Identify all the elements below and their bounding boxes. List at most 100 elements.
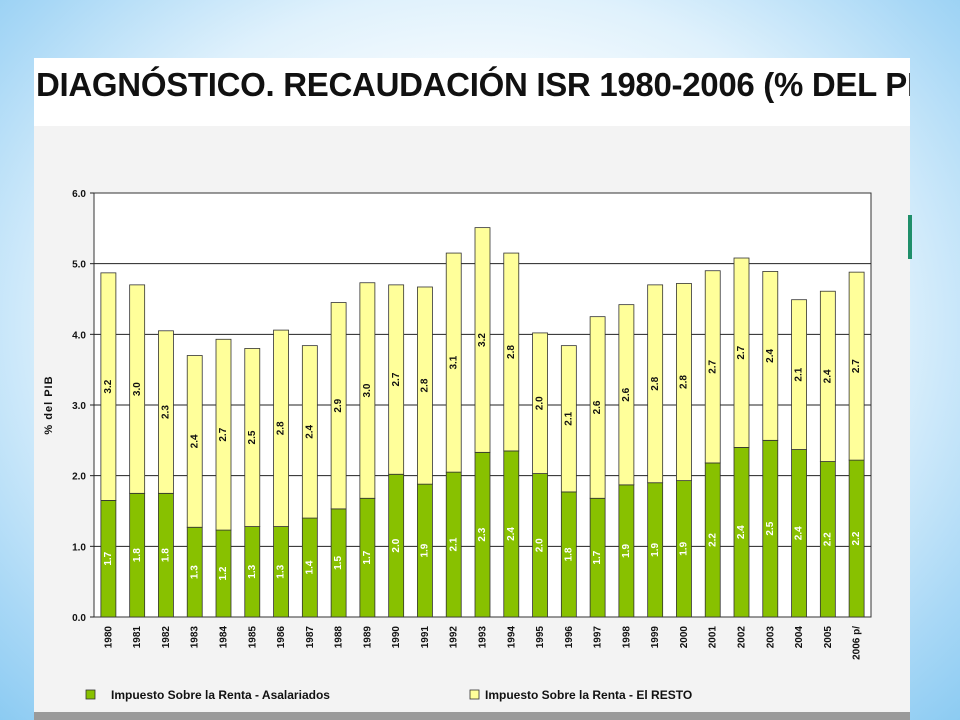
data-label-resto: 3.2 bbox=[103, 379, 114, 393]
data-label-asalariados: 1.7 bbox=[592, 550, 603, 564]
bar-resto bbox=[819, 290, 836, 462]
data-label-resto: 3.0 bbox=[362, 383, 373, 397]
data-label-resto: 2.7 bbox=[218, 427, 229, 441]
x-tick-label: 1985 bbox=[247, 626, 258, 649]
bar-resto bbox=[618, 304, 635, 486]
legend-label-asalariados: Impuesto Sobre la Renta - Asalariados bbox=[111, 688, 330, 702]
data-label-resto: 2.8 bbox=[276, 421, 287, 435]
y-tick-label: 5.0 bbox=[72, 260, 86, 271]
data-label-resto: 2.8 bbox=[506, 345, 517, 359]
data-label-resto: 2.6 bbox=[621, 387, 632, 401]
slide-frame: DIAGNÓSTICO. RECAUDACIÓN ISR 1980-2006 (… bbox=[34, 58, 910, 720]
y-tick-label: 0.0 bbox=[72, 613, 86, 624]
bar-resto bbox=[330, 302, 347, 510]
data-label-resto: 2.5 bbox=[247, 430, 258, 444]
data-label-resto: 2.4 bbox=[304, 424, 315, 438]
data-label-asalariados: 1.9 bbox=[420, 543, 431, 557]
data-label-resto: 2.0 bbox=[535, 396, 546, 410]
data-label-asalariados: 2.0 bbox=[391, 538, 402, 552]
data-label-asalariados: 1.9 bbox=[679, 541, 690, 555]
bar-resto bbox=[791, 299, 807, 450]
bar-resto bbox=[417, 286, 433, 485]
bar-resto bbox=[244, 348, 261, 527]
x-tick-label: 1994 bbox=[506, 626, 517, 649]
x-tick-label: 2003 bbox=[765, 626, 776, 649]
x-tick-label: 1993 bbox=[478, 626, 489, 649]
bar-resto bbox=[733, 257, 750, 448]
bar-resto bbox=[848, 271, 865, 461]
data-label-asalariados: 1.7 bbox=[362, 550, 373, 564]
x-tick-label: 1990 bbox=[391, 626, 402, 649]
data-label-resto: 2.8 bbox=[420, 378, 431, 392]
data-label-resto: 2.3 bbox=[161, 405, 172, 419]
bar-resto bbox=[301, 345, 318, 519]
x-tick-label: 1981 bbox=[132, 626, 143, 649]
data-label-asalariados: 2.4 bbox=[506, 527, 517, 541]
x-tick-label: 1980 bbox=[103, 626, 114, 649]
x-tick-label: 1989 bbox=[362, 626, 373, 649]
bar-resto bbox=[647, 284, 664, 484]
x-tick-label: 2002 bbox=[737, 626, 748, 649]
bar-resto bbox=[474, 227, 491, 453]
data-label-asalariados: 2.2 bbox=[707, 533, 718, 547]
x-tick-label: 1987 bbox=[305, 626, 316, 649]
x-tick-label: 2001 bbox=[708, 626, 719, 649]
bar-resto bbox=[445, 252, 462, 473]
data-label-asalariados: 1.8 bbox=[132, 548, 143, 562]
data-label-resto: 2.8 bbox=[679, 375, 690, 389]
data-label-resto: 2.7 bbox=[736, 345, 747, 359]
chart-title: DIAGNÓSTICO. RECAUDACIÓN ISR 1980-2006 (… bbox=[36, 66, 910, 103]
bar-resto bbox=[186, 355, 203, 528]
data-label-asalariados: 2.1 bbox=[448, 537, 459, 551]
y-tick-label: 3.0 bbox=[72, 401, 86, 412]
data-label-resto: 2.4 bbox=[765, 348, 776, 362]
decorative-mark bbox=[908, 215, 912, 259]
y-axis-label: % del PIB bbox=[43, 375, 55, 434]
y-tick-label: 2.0 bbox=[72, 472, 86, 483]
x-tick-label: 1983 bbox=[190, 626, 201, 649]
data-label-asalariados: 1.2 bbox=[218, 566, 229, 580]
data-label-resto: 2.4 bbox=[189, 434, 200, 448]
data-label-resto: 2.7 bbox=[391, 372, 402, 386]
x-tick-label: 1986 bbox=[276, 626, 287, 649]
legend-swatch-asalariados bbox=[85, 689, 96, 700]
y-tick-label: 4.0 bbox=[72, 330, 86, 341]
x-tick-label: 2006 p/ bbox=[852, 626, 863, 660]
bar-resto bbox=[503, 252, 520, 452]
data-label-asalariados: 2.2 bbox=[822, 532, 833, 546]
data-label-asalariados: 2.2 bbox=[851, 531, 862, 545]
bar-resto bbox=[676, 283, 692, 482]
data-label-asalariados: 1.5 bbox=[333, 556, 344, 570]
bar-resto bbox=[532, 332, 548, 474]
data-label-resto: 2.9 bbox=[333, 398, 344, 412]
x-tick-label: 1998 bbox=[621, 626, 632, 649]
x-tick-label: 1999 bbox=[650, 626, 661, 649]
bar-resto bbox=[158, 330, 174, 494]
data-label-resto: 3.1 bbox=[448, 355, 459, 369]
legend-swatch-resto bbox=[469, 689, 480, 700]
data-label-asalariados: 2.3 bbox=[477, 527, 488, 541]
data-label-resto: 2.4 bbox=[822, 369, 833, 383]
data-label-asalariados: 2.5 bbox=[765, 521, 776, 535]
x-tick-label: 1997 bbox=[593, 626, 604, 649]
x-tick-label: 1995 bbox=[535, 626, 546, 649]
data-label-resto: 2.1 bbox=[794, 367, 805, 381]
x-tick-label: 1992 bbox=[449, 626, 460, 649]
data-label-resto: 3.0 bbox=[132, 382, 143, 396]
data-label-asalariados: 2.4 bbox=[794, 526, 805, 540]
data-label-asalariados: 1.3 bbox=[189, 565, 200, 579]
data-label-resto: 2.8 bbox=[650, 376, 661, 390]
data-label-resto: 2.7 bbox=[707, 359, 718, 373]
bar-resto bbox=[273, 329, 289, 527]
data-label-asalariados: 1.8 bbox=[161, 548, 172, 562]
x-tick-label: 2005 bbox=[823, 626, 834, 649]
x-tick-label: 1982 bbox=[161, 626, 172, 649]
bar-resto bbox=[704, 270, 721, 464]
data-label-resto: 3.2 bbox=[477, 333, 488, 347]
data-label-asalariados: 1.9 bbox=[621, 544, 632, 558]
x-tick-label: 1991 bbox=[420, 626, 431, 649]
data-label-asalariados: 1.3 bbox=[247, 564, 258, 578]
data-label-asalariados: 1.8 bbox=[563, 547, 574, 561]
data-label-resto: 2.6 bbox=[592, 400, 603, 414]
legend-label-resto: Impuesto Sobre la Renta - El RESTO bbox=[485, 688, 692, 702]
